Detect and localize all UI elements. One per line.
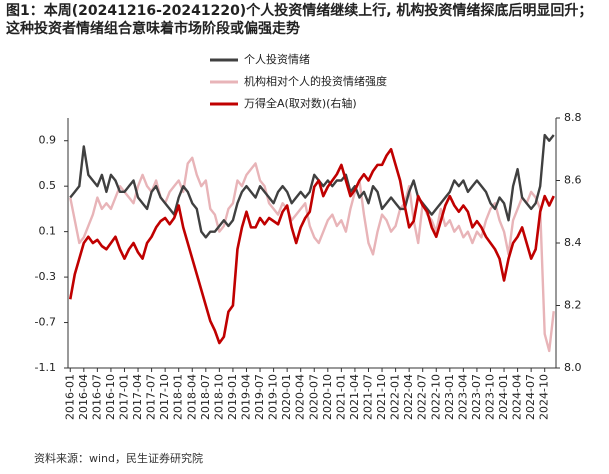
x-tick-label: 2017-07: [145, 374, 158, 420]
x-tick-label: 2016-04: [77, 374, 90, 420]
y-tick-label: -1.1: [35, 361, 56, 374]
x-tick-label: 2024-01: [497, 374, 510, 420]
x-tick-label: 2023-01: [443, 374, 456, 420]
x-tick-label: 2017-01: [117, 374, 130, 420]
y-tick-label: 0.9: [39, 134, 57, 147]
legend-label: 万得全A(取对数)(右轴): [244, 96, 357, 110]
y2-tick-label: 8.6: [564, 174, 582, 187]
x-tick-label: 2023-07: [470, 374, 483, 420]
x-tick-label: 2021-04: [348, 374, 361, 420]
y2-tick-label: 8.2: [564, 299, 582, 312]
x-tick-label: 2017-10: [158, 374, 171, 420]
x-tick-label: 2016-10: [104, 374, 117, 420]
x-tick-label: 2016-07: [90, 374, 103, 420]
y-tick-label: -0.7: [35, 316, 56, 329]
source-note: 资料来源：wind，民生证券研究院: [34, 452, 204, 465]
x-tick-label: 2023-10: [483, 374, 496, 420]
x-tick-label: 2016-01: [63, 374, 76, 420]
legend-label: 个人投资情绪: [244, 52, 310, 66]
x-tick-label: 2024-10: [538, 374, 551, 420]
x-tick-label: 2024-07: [524, 374, 537, 420]
y2-tick-label: 8.4: [564, 236, 582, 249]
x-tick-label: 2018-07: [199, 374, 212, 420]
x-tick-label: 2020-04: [294, 374, 307, 420]
y-tick-label: -0.3: [35, 270, 56, 283]
x-tick-label: 2023-04: [456, 374, 469, 420]
x-tick-label: 2020-07: [307, 374, 320, 420]
x-tick-label: 2020-01: [280, 374, 293, 420]
x-tick-label: 2020-10: [321, 374, 334, 420]
x-tick-label: 2022-10: [429, 374, 442, 420]
y2-tick-label: 8.0: [564, 361, 582, 374]
x-tick-label: 2017-04: [131, 374, 144, 420]
x-tick-label: 2018-10: [212, 374, 225, 420]
x-tick-label: 2024-04: [511, 374, 524, 420]
y-tick-label: 0.1: [39, 225, 57, 238]
legend-label: 机构相对个人的投资情绪强度: [244, 74, 387, 88]
x-tick-label: 2019-01: [226, 374, 239, 420]
x-tick-label: 2019-07: [253, 374, 266, 420]
chart-title: 图1：本周(20241216-20241220)个人投资情绪继续上行, 机构投资…: [6, 3, 593, 37]
x-tick-label: 2018-04: [185, 374, 198, 420]
x-tick-label: 2019-04: [239, 374, 252, 420]
x-tick-label: 2021-10: [375, 374, 388, 420]
y2-tick-label: 8.8: [564, 111, 582, 124]
x-tick-label: 2018-01: [172, 374, 185, 420]
y-tick-label: 0.5: [39, 179, 57, 192]
x-tick-label: 2022-04: [402, 374, 415, 420]
x-tick-label: 2022-07: [416, 374, 429, 420]
x-tick-label: 2021-01: [334, 374, 347, 420]
x-tick-label: 2021-07: [361, 374, 374, 420]
x-tick-label: 2019-10: [267, 374, 280, 420]
series-line: [69, 133, 555, 239]
series-line: [68, 147, 555, 345]
x-tick-label: 2022-01: [389, 374, 402, 420]
